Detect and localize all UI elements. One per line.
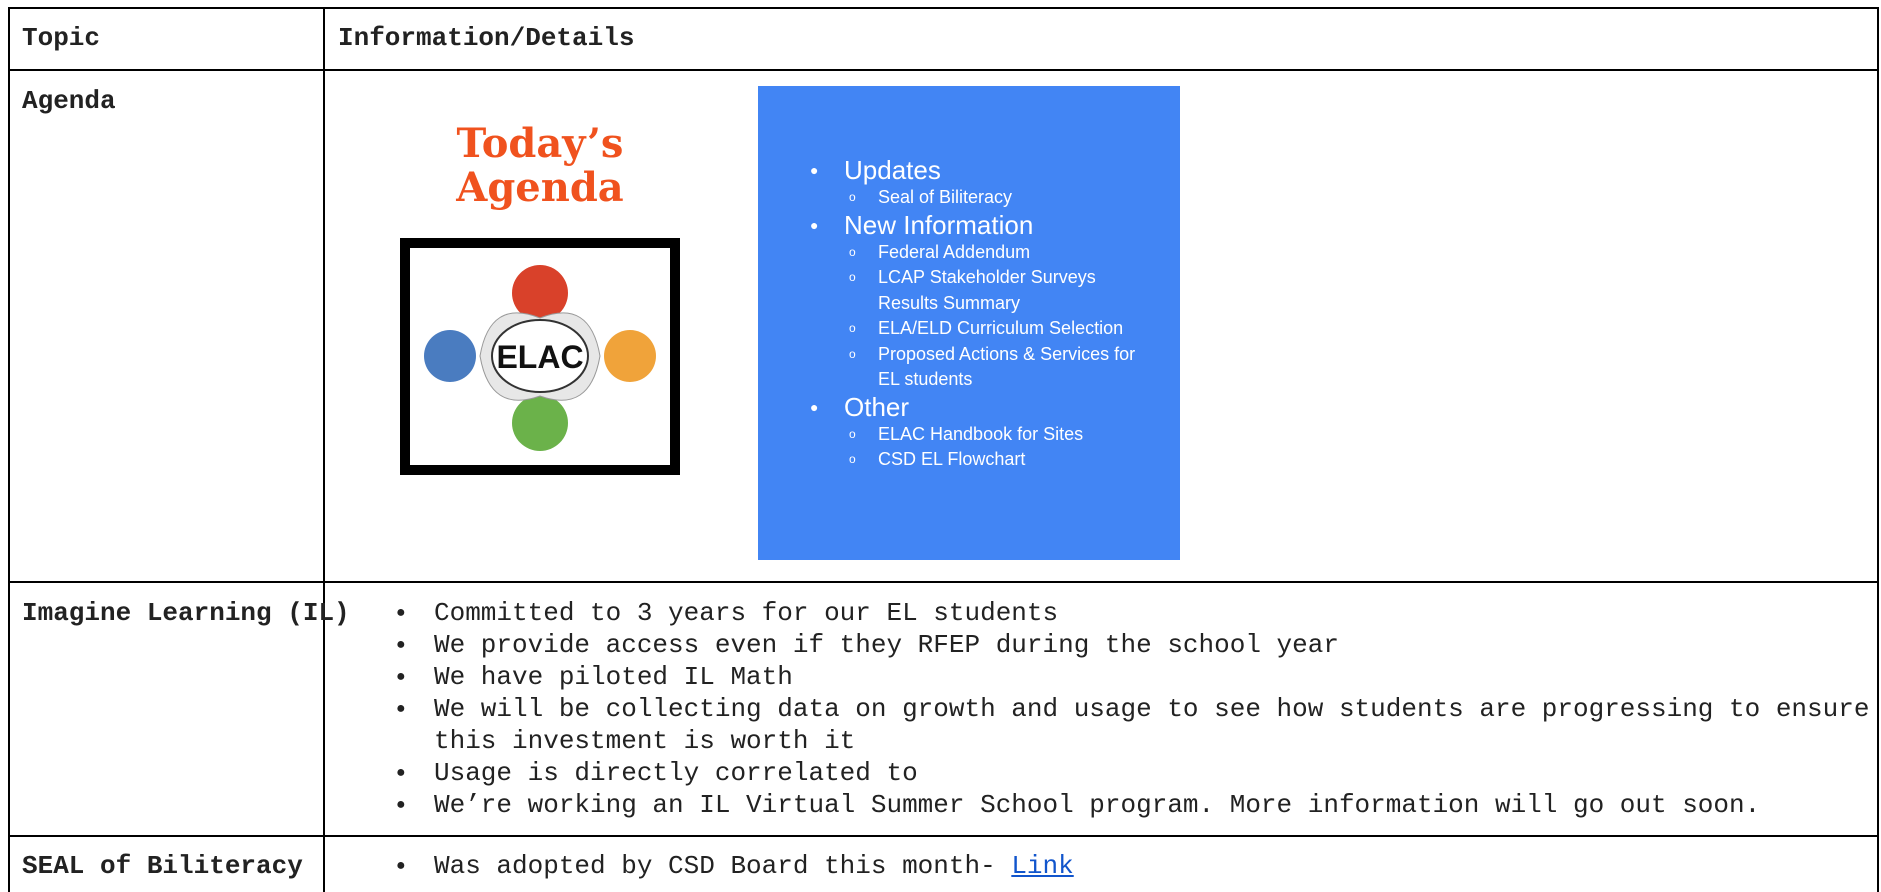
header-cell: Information/Details — [338, 23, 635, 53]
agenda-item: OtherELAC Handbook for SitesCSD EL Flowc… — [810, 391, 1138, 473]
agenda-subitem: CSD EL Flowchart — [844, 447, 1138, 473]
border — [1877, 7, 1879, 892]
bullet: Committed to 3 years for our EL students — [396, 597, 1881, 629]
border — [8, 7, 1879, 9]
logo-text: ELAC — [496, 339, 583, 375]
border — [8, 581, 1879, 583]
agenda-sublist: ELAC Handbook for SitesCSD EL Flowchart — [844, 422, 1138, 473]
border — [8, 69, 1879, 71]
agenda-item: UpdatesSeal of Biliteracy — [810, 156, 1138, 211]
border — [8, 7, 10, 892]
agenda-item-text: New Information — [844, 209, 1034, 240]
agenda-item-text: Other — [844, 391, 910, 422]
agenda-image-title: Today’s Agenda — [456, 120, 624, 211]
bullet-text: Was adopted by CSD Board this month- — [434, 851, 996, 881]
agenda-subitem: Federal Addendum — [844, 240, 1138, 266]
header-cell: Topic — [22, 23, 101, 53]
bullet-list: Was adopted by CSD Board this month- Lin… — [396, 850, 1074, 882]
bullet: We’re working an IL Virtual Summer Schoo… — [396, 789, 1881, 821]
topic: Imagine Learning (IL) — [22, 598, 350, 628]
agenda-subitem: ELAC Handbook for Sites — [844, 422, 1138, 448]
topic: SEAL of Biliteracy — [22, 851, 303, 881]
bullet: Was adopted by CSD Board this month- Lin… — [396, 850, 1074, 882]
border — [323, 7, 325, 892]
agenda-slide: UpdatesSeal of BiliteracyNew Information… — [758, 86, 1180, 560]
link[interactable]: Link — [1011, 851, 1074, 881]
agenda-list: UpdatesSeal of BiliteracyNew Information… — [810, 156, 1138, 473]
agenda-subitem: Proposed Actions & Services for EL stude… — [844, 342, 1138, 393]
agenda-subitem: LCAP Stakeholder Surveys Results Summary — [844, 265, 1138, 316]
agenda-subitem: Seal of Biliteracy — [844, 185, 1138, 211]
agenda-item-text: Updates — [844, 155, 941, 185]
bullet: We have piloted IL Math — [396, 661, 1881, 693]
agenda-sublist: Federal AddendumLCAP Stakeholder Surveys… — [844, 240, 1138, 393]
bullet: Usage is directly correlated to — [396, 757, 1881, 789]
topic: Agenda — [22, 86, 116, 116]
agenda-subitem: ELA/ELD Curriculum Selection — [844, 316, 1138, 342]
agenda-item: New InformationFederal AddendumLCAP Stak… — [810, 209, 1138, 393]
bullet: We will be collecting data on growth and… — [396, 693, 1881, 757]
bullet: We provide access even if they RFEP duri… — [396, 629, 1881, 661]
agenda-sublist: Seal of Biliteracy — [844, 185, 1138, 211]
border — [8, 835, 1879, 837]
elac-logo: ELAC — [400, 238, 680, 475]
bullet-list: Committed to 3 years for our EL students… — [396, 597, 1881, 821]
